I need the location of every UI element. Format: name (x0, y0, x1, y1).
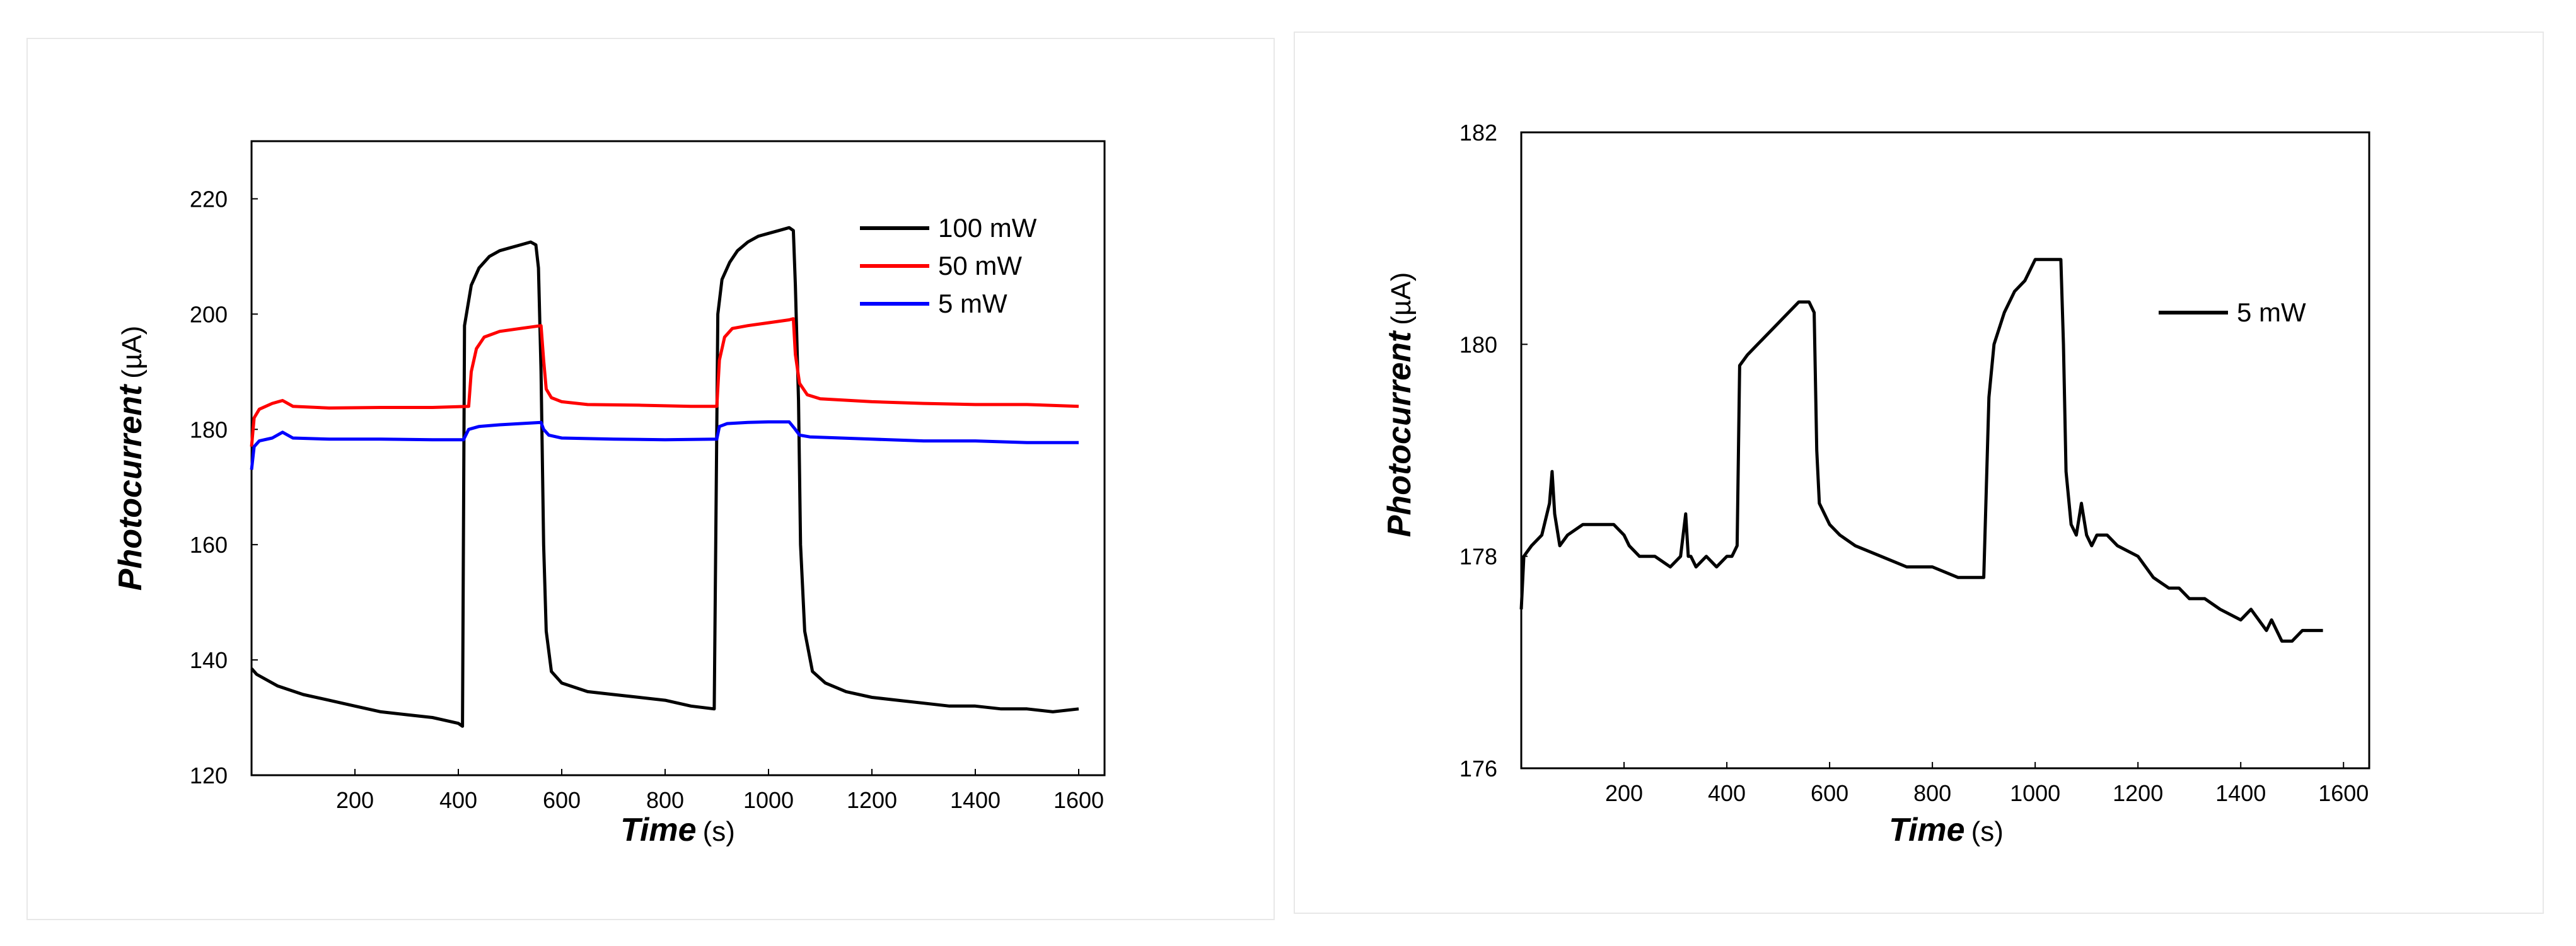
plot-area-frame (1520, 131, 2370, 770)
x-tick-label: 600 (543, 787, 581, 813)
y-axis-label: Photocurrent (112, 383, 149, 591)
x-tick-label: 1000 (2010, 780, 2060, 806)
y-tick-label: 180 (1459, 332, 1497, 357)
legend-label: 5 mW (2237, 297, 2306, 327)
legend-label: 100 mW (938, 213, 1037, 243)
x-tick-label: 400 (1708, 780, 1746, 806)
y-axis-title: Photocurrent (µA) (1381, 272, 1418, 537)
y-tick-label: 200 (190, 301, 228, 327)
x-tick-label: 800 (1913, 780, 1951, 806)
x-tick-label: 1000 (743, 787, 794, 813)
chart-panel-left: 200 400 600 800 1000 1200 1400 1600 120 140 160 18… (26, 38, 1275, 920)
y-tick-label: 160 (190, 532, 228, 558)
x-tick-label: 200 (336, 787, 374, 813)
x-tick-label: 1400 (2215, 780, 2266, 806)
x-axis-label: Time (1889, 812, 1964, 848)
series-line-5-mw (1519, 258, 2323, 643)
chart-right-svg: 200 400 600 800 1000 1200 1400 1600 176 178 180 18… (1381, 120, 2370, 848)
y-axis-unit: (µA) (1386, 272, 1417, 325)
y-tick-label: 182 (1459, 120, 1497, 146)
x-tick-label: 1200 (2113, 780, 2163, 806)
chart-left-svg: 200 400 600 800 1000 1200 1400 1600 120 140 160 18… (112, 140, 1106, 848)
y-tick-label: 180 (190, 417, 228, 442)
legend-label: 50 mW (938, 251, 1022, 280)
y-axis-title: Photocurrent (µA) (112, 326, 149, 591)
x-tick-label: 400 (439, 787, 477, 813)
legend-label: 5 mW (938, 289, 1007, 318)
x-axis-unit: (s) (703, 816, 735, 847)
y-axis-label: Photocurrent (1381, 330, 1418, 537)
y-tick-label: 176 (1459, 756, 1497, 782)
y-tick-label: 178 (1459, 544, 1497, 570)
x-tick-label: 1400 (950, 787, 1001, 813)
x-axis-title: Time (s) (1889, 812, 2004, 848)
x-axis-label: Time (620, 812, 696, 848)
series-line-100-mw (250, 226, 1079, 728)
series-line-5-mw (250, 420, 1079, 470)
x-tick-label: 600 (1811, 780, 1848, 806)
y-tick-label: 140 (190, 647, 228, 673)
series-line-50-mw (250, 317, 1079, 447)
x-tick-label: 1600 (1053, 787, 1104, 813)
x-axis-unit: (s) (1971, 816, 2004, 847)
x-tick-label: 1600 (2318, 780, 2369, 806)
y-axis-unit: (µA) (117, 326, 148, 379)
x-axis-title: Time (s) (620, 812, 735, 848)
x-tick-label: 200 (1605, 780, 1643, 806)
x-tick-label: 1200 (847, 787, 897, 813)
chart-panel-right: 200 400 600 800 1000 1200 1400 1600 176 178 180 18… (1294, 32, 2544, 914)
y-tick-label: 120 (190, 763, 228, 788)
x-tick-label: 800 (646, 787, 684, 813)
y-tick-label: 220 (190, 186, 228, 212)
